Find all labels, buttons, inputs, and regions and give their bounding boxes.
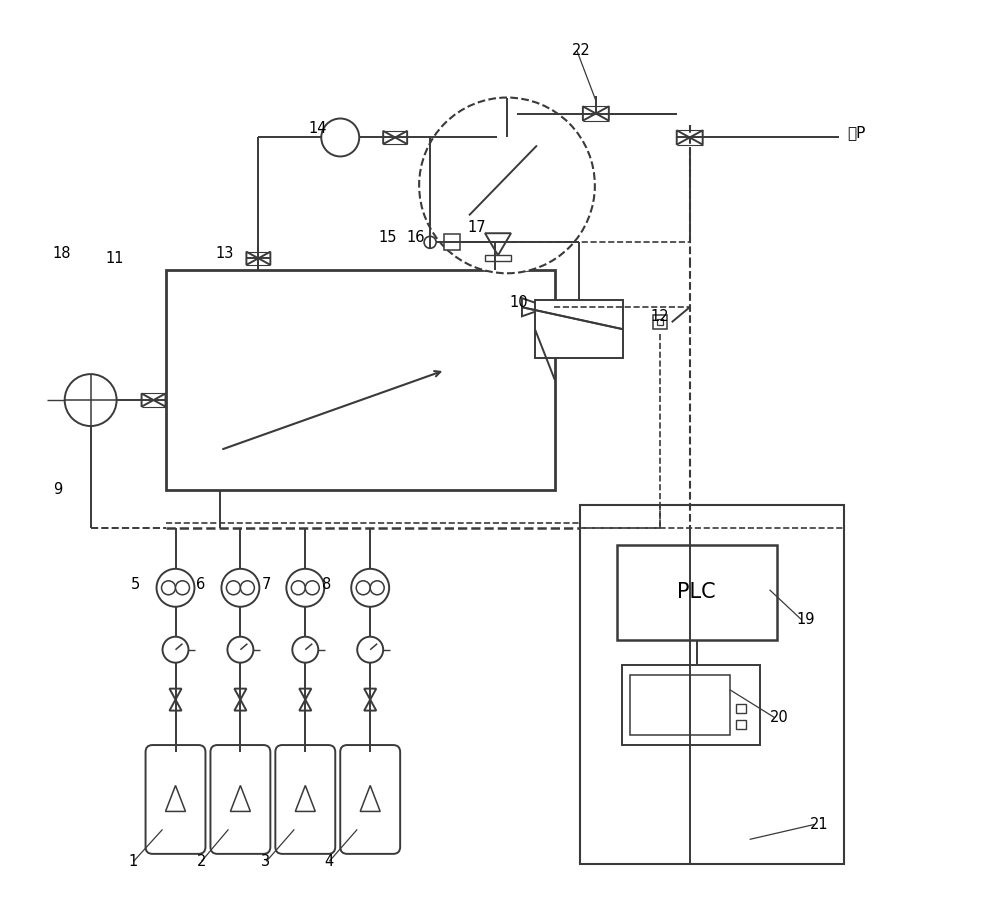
Text: 18: 18	[53, 246, 71, 261]
Circle shape	[419, 98, 595, 274]
Circle shape	[292, 637, 318, 663]
Polygon shape	[299, 689, 311, 700]
FancyBboxPatch shape	[146, 745, 205, 854]
Circle shape	[424, 236, 436, 248]
Polygon shape	[234, 689, 246, 700]
Bar	[444, 234, 460, 250]
Bar	[657, 319, 663, 326]
Polygon shape	[395, 131, 407, 144]
Bar	[485, 256, 511, 261]
Circle shape	[286, 569, 324, 606]
Polygon shape	[485, 233, 511, 256]
Polygon shape	[142, 394, 154, 406]
FancyBboxPatch shape	[275, 745, 335, 854]
Text: 窗P: 窗P	[847, 125, 866, 140]
Text: 9: 9	[53, 483, 62, 498]
Circle shape	[291, 580, 305, 595]
Bar	[166, 270, 555, 490]
Polygon shape	[583, 107, 596, 121]
Text: PLC: PLC	[677, 582, 716, 602]
Text: 11: 11	[106, 251, 124, 266]
Circle shape	[221, 569, 259, 606]
Polygon shape	[295, 786, 315, 812]
Circle shape	[163, 637, 188, 663]
Polygon shape	[246, 252, 258, 265]
Circle shape	[226, 580, 240, 595]
Bar	[535, 300, 623, 358]
Circle shape	[240, 580, 254, 595]
Text: 3: 3	[261, 854, 270, 869]
Polygon shape	[230, 786, 250, 812]
Text: 15: 15	[378, 230, 397, 245]
Circle shape	[65, 374, 117, 426]
FancyBboxPatch shape	[210, 745, 270, 854]
Text: 20: 20	[770, 710, 788, 725]
Polygon shape	[690, 130, 703, 144]
Circle shape	[321, 118, 359, 156]
Text: 19: 19	[797, 613, 815, 627]
Text: 6: 6	[196, 578, 206, 592]
Bar	[580, 505, 844, 865]
Circle shape	[351, 569, 389, 606]
Bar	[617, 544, 777, 640]
Bar	[736, 719, 746, 728]
Text: 7: 7	[261, 578, 271, 592]
Polygon shape	[383, 131, 395, 144]
Polygon shape	[169, 689, 182, 700]
Polygon shape	[154, 394, 166, 406]
Polygon shape	[364, 700, 376, 710]
Text: 4: 4	[324, 854, 334, 869]
Text: 22: 22	[572, 43, 591, 58]
Circle shape	[157, 569, 194, 606]
Text: 13: 13	[215, 246, 234, 261]
Bar	[736, 703, 746, 712]
FancyBboxPatch shape	[340, 745, 400, 854]
Polygon shape	[258, 252, 270, 265]
Text: 16: 16	[406, 230, 425, 245]
Text: 5: 5	[131, 578, 140, 592]
Polygon shape	[299, 700, 311, 710]
Text: 14: 14	[308, 121, 327, 136]
Polygon shape	[360, 786, 380, 812]
Bar	[630, 675, 730, 735]
Text: 10: 10	[509, 295, 528, 309]
Polygon shape	[677, 130, 690, 144]
Bar	[653, 315, 667, 329]
Text: 17: 17	[467, 220, 486, 235]
Polygon shape	[364, 689, 376, 700]
Polygon shape	[522, 298, 548, 317]
Circle shape	[305, 580, 319, 595]
Text: 21: 21	[810, 817, 828, 832]
Polygon shape	[596, 107, 609, 121]
Polygon shape	[166, 786, 185, 812]
Circle shape	[162, 580, 176, 595]
Polygon shape	[234, 700, 246, 710]
Text: 1: 1	[129, 854, 138, 869]
Circle shape	[357, 637, 383, 663]
Circle shape	[356, 580, 370, 595]
Text: 12: 12	[651, 309, 669, 324]
Text: 2: 2	[196, 854, 206, 869]
Circle shape	[370, 580, 384, 595]
Circle shape	[227, 637, 253, 663]
Polygon shape	[169, 700, 182, 710]
Bar	[548, 303, 554, 311]
Circle shape	[176, 580, 189, 595]
Bar	[622, 665, 760, 745]
Text: 8: 8	[322, 578, 332, 592]
